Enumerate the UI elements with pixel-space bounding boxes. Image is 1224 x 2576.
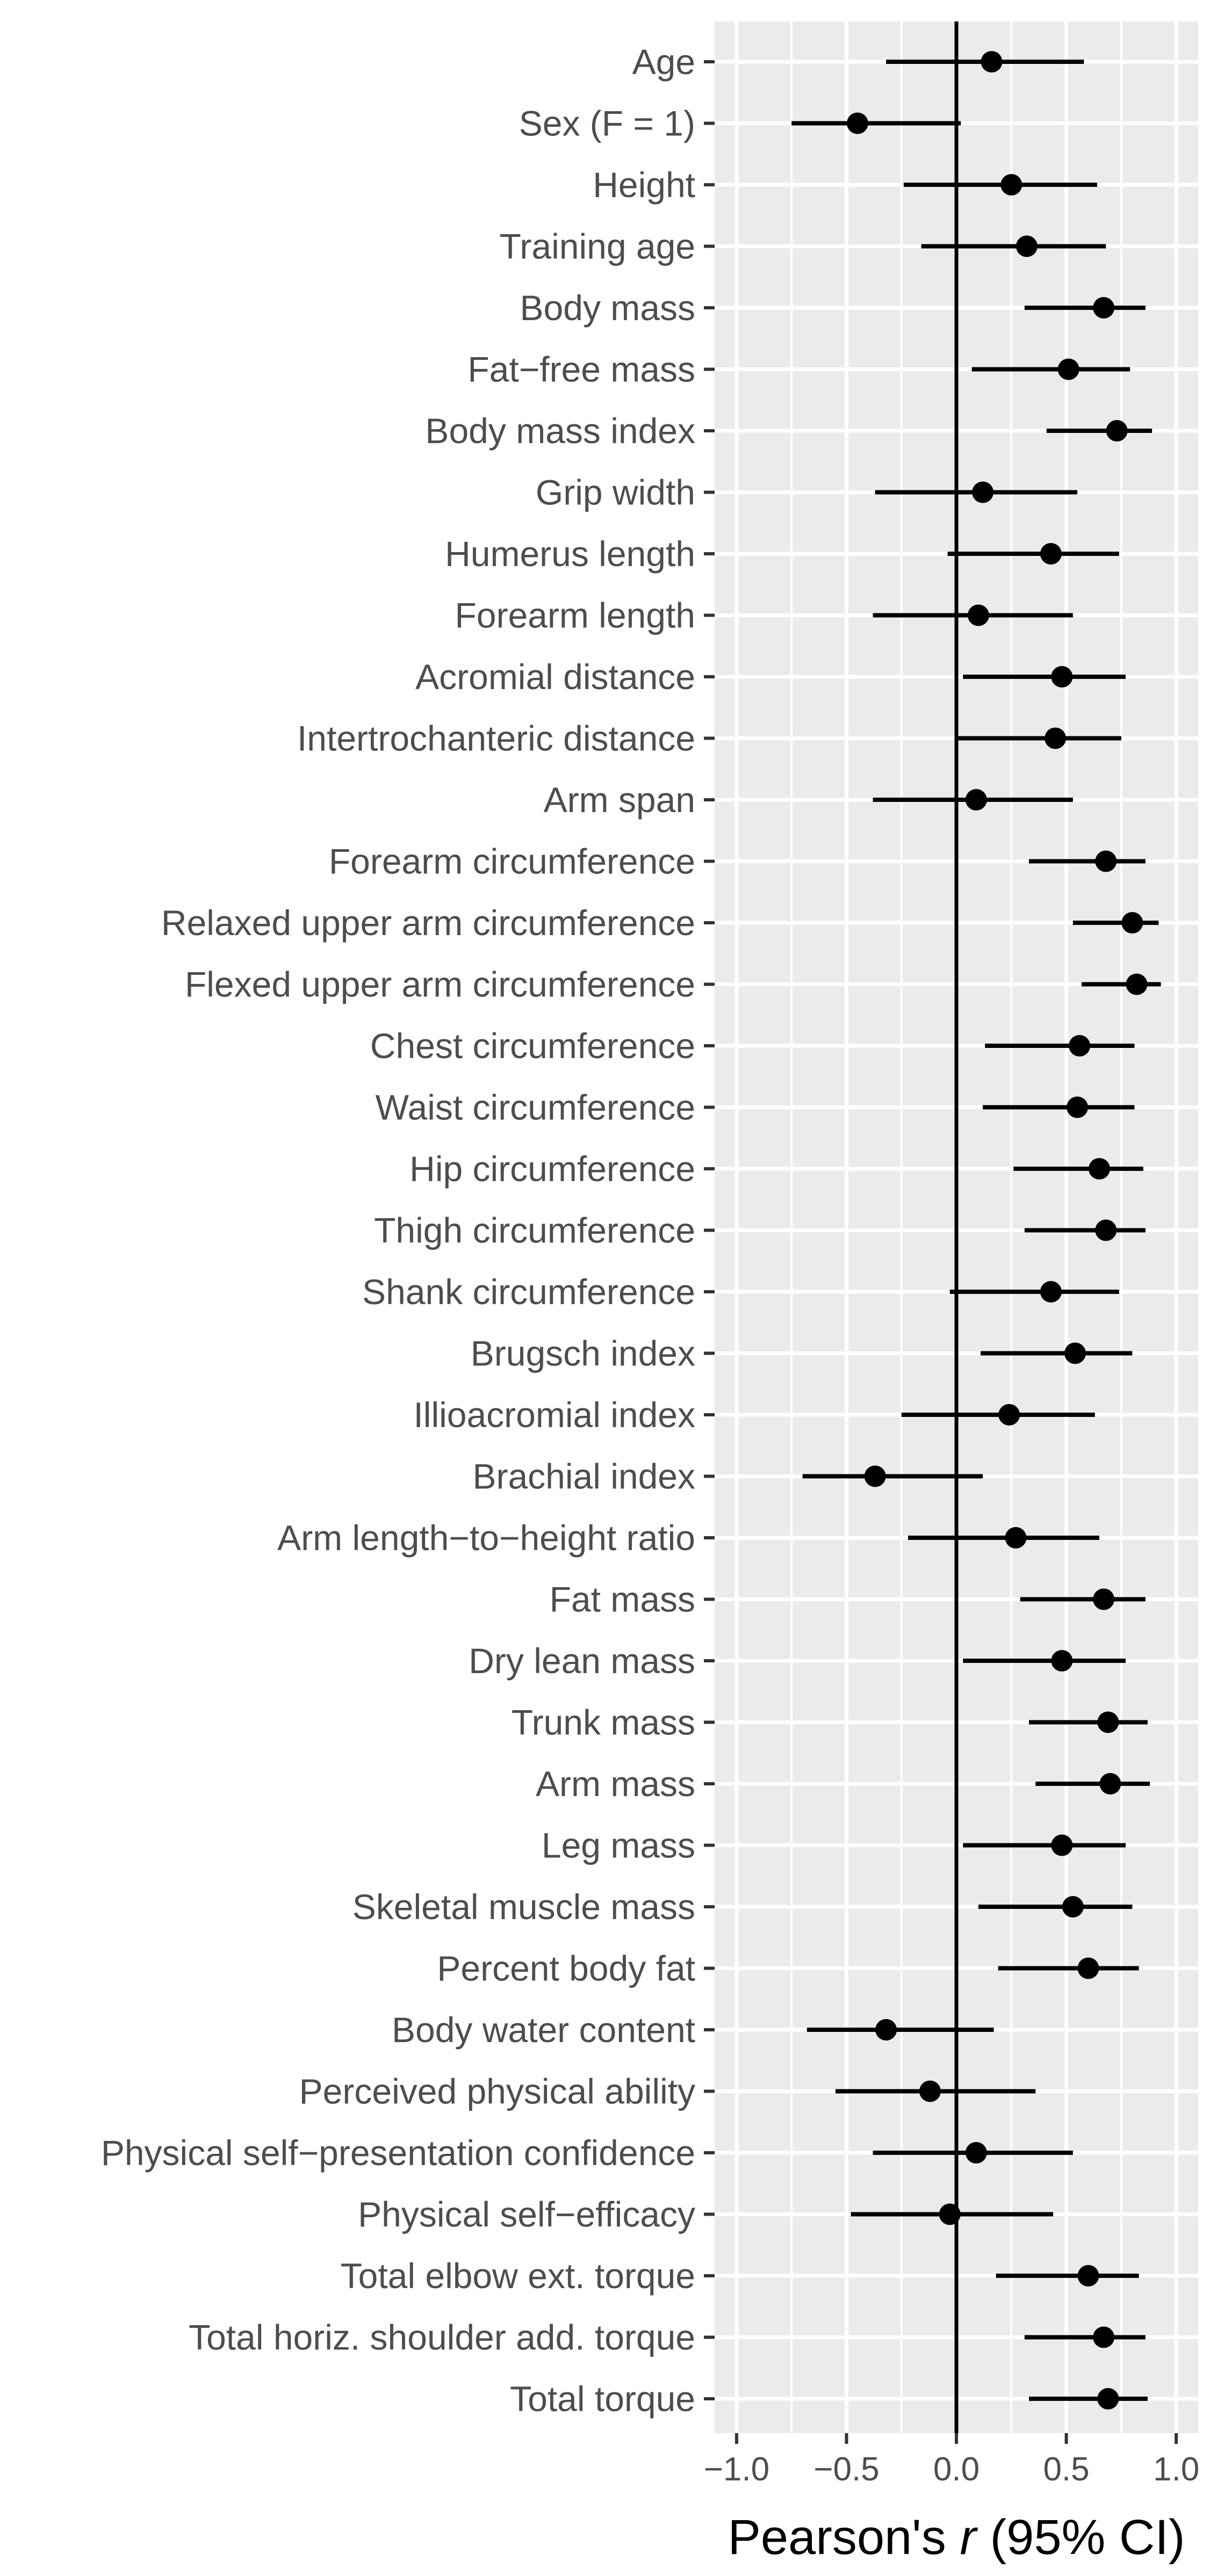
y-tick-label: Leg mass [542,1826,695,1865]
y-tick-label: Grip width [536,473,695,512]
point-estimate [972,481,994,503]
point-estimate [998,1404,1020,1426]
point-estimate [1069,1035,1091,1057]
point-estimate [1126,973,1148,995]
point-estimate [1005,1527,1027,1549]
point-estimate [981,51,1003,73]
point-estimate [1040,543,1062,565]
y-tick-label: Forearm length [455,596,695,635]
y-tick-label: Hip circumference [409,1149,695,1189]
point-estimate [1095,1219,1117,1241]
y-tick-label: Dry lean mass [469,1641,695,1681]
y-tick-label: Arm mass [536,1764,695,1804]
y-tick-label: Thigh circumference [374,1211,695,1250]
y-tick-label: Arm span [544,780,695,820]
y-tick-label: Skeletal muscle mass [352,1887,695,1927]
y-tick-label: Fat−free mass [467,350,695,389]
point-estimate [846,112,868,134]
point-estimate [1051,1834,1073,1856]
point-estimate [1099,1773,1121,1794]
point-estimate [1057,358,1079,380]
point-estimate [919,2080,941,2102]
point-estimate [1097,1711,1119,1733]
y-tick-label: Height [593,165,695,205]
y-tick-label: Perceived physical ability [299,2072,695,2111]
point-estimate [1051,1650,1073,1671]
point-estimate [1093,297,1115,319]
point-estimate [1062,1896,1084,1917]
x-axis-title-variable: r [960,2510,978,2565]
y-tick-label: Body mass index [425,411,695,451]
y-tick-label: Physical self−efficacy [358,2195,695,2234]
point-estimate [1045,727,1067,749]
y-tick-label: Flexed upper arm circumference [185,965,695,1004]
y-tick-label: Brachial index [472,1457,695,1496]
y-tick-label: Illioacromial index [413,1395,695,1435]
point-estimate [1093,2326,1115,2348]
y-tick-label: Age [632,42,695,82]
x-axis-title-suffix: (95% CI) [976,2510,1185,2565]
y-tick-label: Percent body fat [437,1949,695,1988]
x-tick-label: −1.0 [704,2451,769,2488]
point-estimate [939,2203,961,2225]
point-estimate [1077,1957,1099,1979]
point-estimate [864,1465,886,1487]
point-estimate [1093,1588,1115,1610]
point-estimate [1121,912,1143,934]
x-axis-title-prefix: Pearson's [728,2510,960,2565]
y-tick-label: Waist circumference [376,1088,695,1127]
x-axis-title: Pearson's r (95% CI) [728,2510,1185,2565]
point-estimate [965,2142,987,2163]
y-tick-label: Physical self−presentation confidence [101,2133,695,2173]
y-tick-label: Relaxed upper arm circumference [161,903,695,943]
point-estimate [1064,1342,1086,1364]
y-tick-label: Arm length−to−height ratio [277,1518,695,1558]
y-tick-label: Total torque [510,2379,695,2419]
point-estimate [965,789,987,811]
x-tick-label: −0.5 [813,2451,879,2488]
point-estimate [1106,420,1128,442]
y-tick-label: Trunk mass [512,1703,695,1742]
y-tick-label: Brugsch index [471,1334,695,1373]
x-tick-label: 0.0 [933,2451,980,2488]
point-estimate [1016,235,1038,257]
y-tick-label: Forearm circumference [329,842,695,881]
y-tick-label: Fat mass [550,1580,695,1619]
x-tick-label: 1.0 [1153,2451,1199,2488]
point-estimate [1067,1096,1088,1118]
point-estimate [1077,2265,1099,2286]
point-estimate [1095,850,1117,872]
point-estimate [1097,2388,1119,2409]
point-estimate [1000,174,1023,196]
y-tick-label: Shank circumference [362,1272,695,1312]
y-tick-label: Humerus length [445,534,695,574]
y-tick-label: Body mass [520,288,695,328]
x-tick-label: 0.5 [1043,2451,1089,2488]
y-tick-label: Total elbow ext. torque [341,2256,695,2296]
y-tick-label: Acromial distance [415,657,695,697]
y-tick-label: Chest circumference [370,1026,695,1066]
y-tick-label: Sex (F = 1) [519,104,695,143]
point-estimate [967,604,989,626]
y-tick-label: Training age [500,227,695,266]
point-estimate [1088,1158,1110,1180]
point-estimate [1040,1281,1062,1303]
point-estimate [1051,666,1073,688]
point-estimate [875,2019,897,2040]
y-tick-label: Intertrochanteric distance [297,719,695,758]
y-tick-label: Body water content [392,2010,695,2050]
y-tick-label: Total horiz. shoulder add. torque [189,2318,695,2357]
